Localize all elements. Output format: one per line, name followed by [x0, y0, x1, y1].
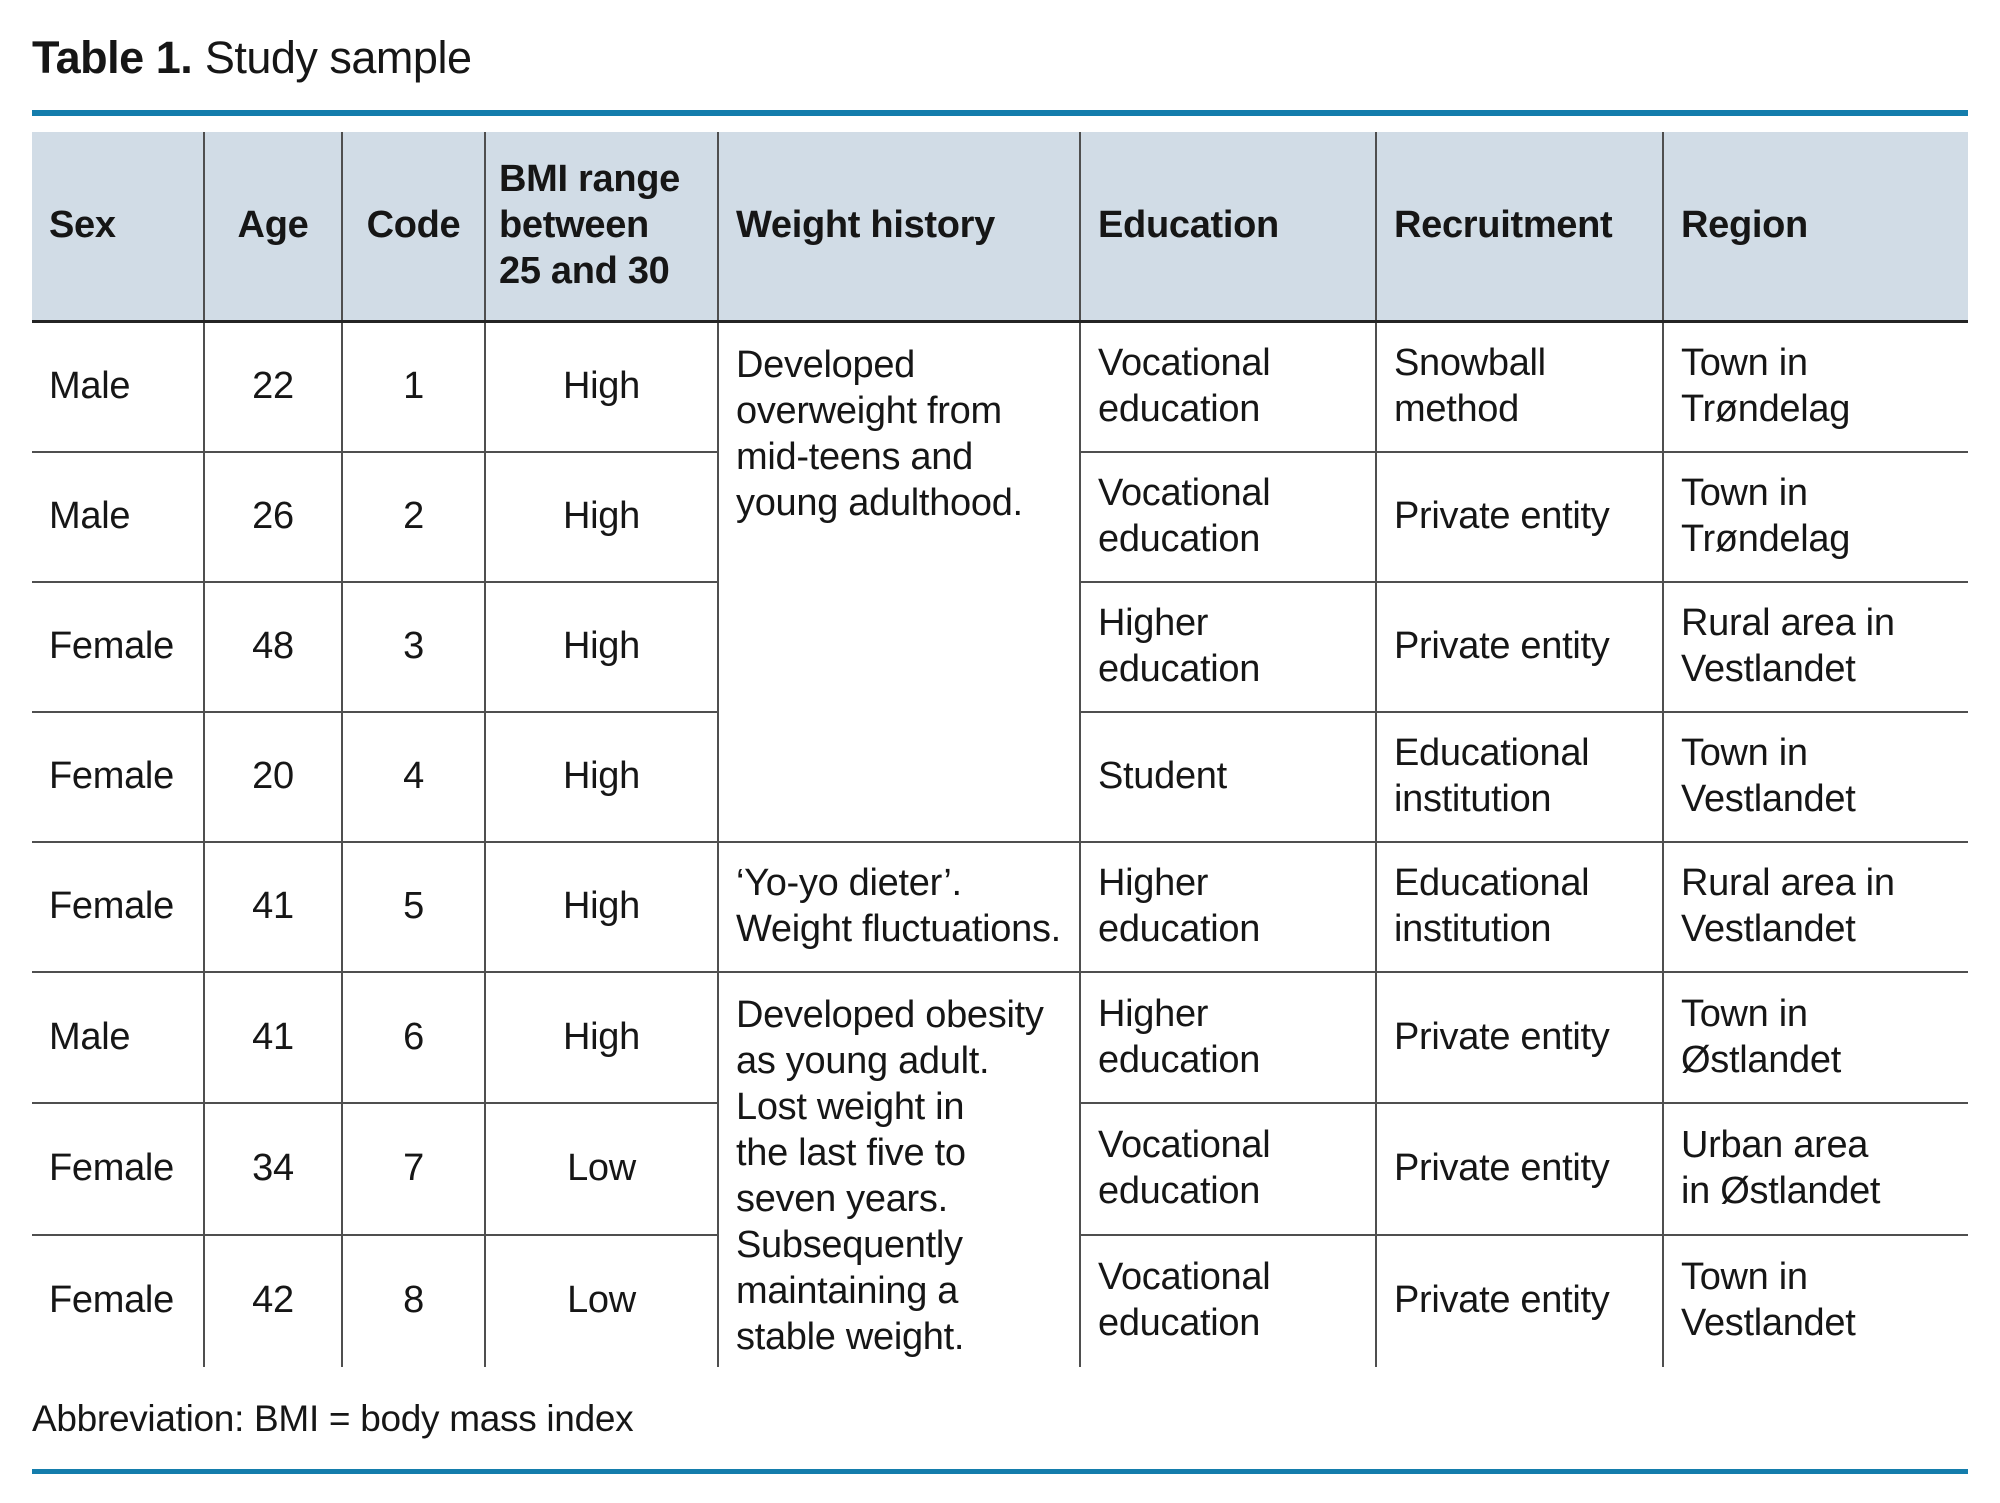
region-cell: Town in Vestlandet: [1663, 710, 1968, 842]
education-cell: Student: [1080, 710, 1377, 842]
region-cell: Rural area in Vestlandet: [1663, 840, 1968, 972]
table-row: Female 42 8 Low Vocational education Pri…: [32, 1233, 1968, 1367]
weight-history-cell-rows-6-8: Developed obesity as young adult. Lost w…: [718, 970, 1081, 1367]
code-cell: 7: [342, 1102, 486, 1235]
bmi-cell: Low: [485, 1233, 719, 1367]
table-row: Female 20 4 High Student Educational ins…: [32, 710, 1968, 842]
column-header-code: Code: [342, 131, 486, 324]
weight-history-cell-rows-1-4: Developed overweight from mid-teens and …: [718, 320, 1081, 842]
bmi-cell: High: [485, 970, 719, 1104]
age-cell: 41: [204, 840, 343, 972]
column-header-region: Region: [1663, 131, 1968, 324]
weight-history-cell: ‘Yo-yo dieter’. Weight fluctuations.: [718, 840, 1081, 972]
age-cell: 48: [204, 580, 343, 712]
footnote: Abbreviation: BMI = body mass index: [32, 1397, 634, 1439]
table-row: Male 22 1 High Developed overweight from…: [32, 320, 1968, 842]
recruitment-cell: Private entity: [1376, 1102, 1664, 1235]
study-sample-table: Sex Age Code BMI range between 25 and 30…: [32, 131, 1968, 1367]
education-cell: Vocational education: [1080, 1102, 1377, 1235]
code-cell: 3: [342, 580, 486, 712]
bmi-cell: High: [485, 580, 719, 712]
age-cell: 26: [204, 450, 343, 582]
recruitment-cell: Educational institution: [1376, 840, 1664, 972]
education-cell: Higher education: [1080, 970, 1377, 1104]
code-cell: 8: [342, 1233, 486, 1367]
column-header-sex: Sex: [32, 131, 205, 324]
code-cell: 4: [342, 710, 486, 842]
region-cell: Urban area in Østlandet: [1663, 1102, 1968, 1235]
table-caption: Study sample: [204, 32, 472, 83]
age-cell: 34: [204, 1102, 343, 1235]
recruitment-cell: Private entity: [1376, 450, 1664, 582]
sex-cell: Female: [32, 1102, 205, 1235]
code-cell: 5: [342, 840, 486, 972]
region-cell: Town in Østlandet: [1663, 970, 1968, 1104]
column-header-weight-history: Weight history: [718, 131, 1081, 324]
recruitment-cell: Private entity: [1376, 1233, 1664, 1367]
region-cell: Town in Trøndelag: [1663, 450, 1968, 582]
bmi-cell: High: [485, 840, 719, 972]
age-cell: 41: [204, 970, 343, 1104]
sex-cell: Female: [32, 1233, 205, 1367]
table-row: Male 41 6 High Developed obesity as youn…: [32, 970, 1968, 1367]
sex-cell: Female: [32, 580, 205, 712]
code-cell: 6: [342, 970, 486, 1104]
sex-cell: Female: [32, 710, 205, 842]
region-cell: Rural area in Vestlandet: [1663, 580, 1968, 712]
table-row: Female 48 3 High Higher education Privat…: [32, 580, 1968, 712]
education-cell: Higher education: [1080, 840, 1377, 972]
table-row: Female 34 7 Low Vocational education Pri…: [32, 1102, 1968, 1235]
header-row: Sex Age Code BMI range between 25 and 30…: [32, 131, 1968, 324]
sex-cell: Male: [32, 970, 205, 1104]
page-title: Table 1. Study sample: [32, 32, 1968, 84]
table-row: Female 41 5 High ‘Yo-yo dieter’. Weight …: [32, 840, 1968, 972]
bmi-cell: High: [485, 450, 719, 582]
education-cell: Higher education: [1080, 580, 1377, 712]
age-cell: 42: [204, 1233, 343, 1367]
bmi-cell: High: [485, 320, 719, 452]
recruitment-cell: Private entity: [1376, 970, 1664, 1104]
region-cell: Town in Vestlandet: [1663, 1233, 1968, 1367]
region-cell: Town in Trøndelag: [1663, 320, 1968, 452]
sex-cell: Male: [32, 320, 205, 452]
bottom-rule: [32, 1468, 1968, 1474]
recruitment-cell: Private entity: [1376, 580, 1664, 712]
bmi-cell: Low: [485, 1102, 719, 1235]
sex-cell: Male: [32, 450, 205, 582]
column-header-education: Education: [1080, 131, 1377, 324]
table-row: Male 26 2 High Vocational education Priv…: [32, 450, 1968, 582]
age-cell: 20: [204, 710, 343, 842]
recruitment-cell: Educational institution: [1376, 710, 1664, 842]
column-header-bmi: BMI range between 25 and 30: [485, 131, 719, 324]
sex-cell: Female: [32, 840, 205, 972]
education-cell: Vocational education: [1080, 320, 1377, 452]
age-cell: 22: [204, 320, 343, 452]
bmi-cell: High: [485, 710, 719, 842]
education-cell: Vocational education: [1080, 1233, 1377, 1367]
column-header-recruitment: Recruitment: [1376, 131, 1664, 324]
recruitment-cell: Snowball method: [1376, 320, 1664, 452]
column-header-age: Age: [204, 131, 343, 324]
top-rule: [32, 109, 1968, 116]
code-cell: 2: [342, 450, 486, 582]
code-cell: 1: [342, 320, 486, 452]
table-number-label: Table 1.: [32, 32, 193, 83]
education-cell: Vocational education: [1080, 450, 1377, 582]
